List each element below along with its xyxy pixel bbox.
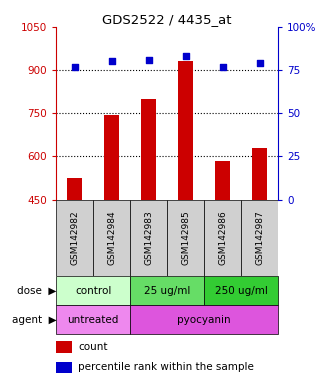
Bar	[56, 276, 130, 305]
Point	[72, 64, 77, 70]
Text: GSM142985: GSM142985	[181, 211, 190, 265]
Bar	[241, 200, 278, 276]
Text: agent  ▶: agent ▶	[12, 314, 56, 325]
Text: dose  ▶: dose ▶	[17, 286, 56, 296]
Text: GSM142987: GSM142987	[255, 211, 264, 265]
Bar	[56, 341, 72, 353]
Bar	[130, 200, 167, 276]
Text: 25 ug/ml: 25 ug/ml	[144, 286, 190, 296]
Bar	[167, 200, 204, 276]
Text: GSM142984: GSM142984	[107, 211, 116, 265]
Point	[109, 58, 115, 65]
Text: percentile rank within the sample: percentile rank within the sample	[78, 362, 254, 372]
Text: untreated: untreated	[68, 314, 119, 325]
Bar	[68, 177, 82, 200]
Bar	[204, 276, 278, 305]
Text: GSM142982: GSM142982	[70, 211, 79, 265]
Bar	[204, 200, 241, 276]
Bar	[56, 200, 93, 276]
Point	[146, 56, 151, 63]
Text: pyocyanin: pyocyanin	[177, 314, 231, 325]
Text: control: control	[75, 286, 112, 296]
Text: 250 ug/ml: 250 ug/ml	[214, 286, 267, 296]
Bar	[215, 161, 230, 200]
Bar	[130, 276, 204, 305]
Bar	[130, 305, 278, 334]
Bar	[141, 99, 156, 200]
Bar	[104, 115, 119, 200]
Title: GDS2522 / 4435_at: GDS2522 / 4435_at	[102, 13, 232, 26]
Point	[257, 60, 262, 66]
Point	[220, 64, 225, 70]
Text: GSM142983: GSM142983	[144, 211, 153, 265]
Bar	[93, 200, 130, 276]
Text: count: count	[78, 341, 108, 351]
Bar	[56, 305, 130, 334]
Bar	[178, 61, 193, 200]
Text: GSM142986: GSM142986	[218, 211, 227, 265]
Point	[183, 53, 188, 59]
Bar	[252, 149, 267, 200]
Bar	[56, 362, 72, 373]
